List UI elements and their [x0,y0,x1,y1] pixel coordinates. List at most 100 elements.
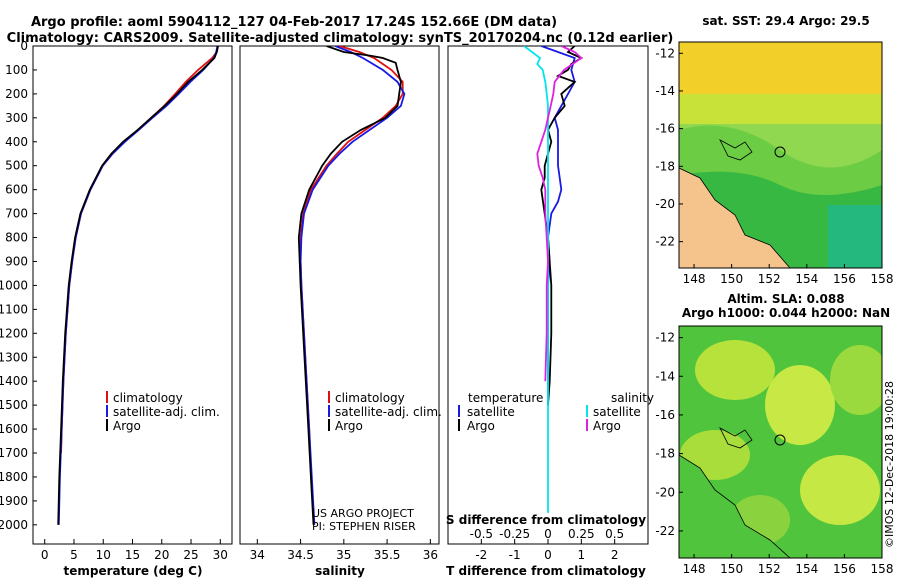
salinity-xtick-label: 36 [423,548,438,562]
sla-coast [679,454,791,558]
pi-annotation: PI: STEPHEN RISER [312,520,416,533]
sst-map-xtick-label: 150 [720,272,743,286]
temperature-series-argo [57,46,219,525]
sst-land-coast [679,167,791,268]
depth-tick-label: 1800 [0,470,28,484]
salinity-lines [297,46,406,525]
depth-tick-label: 1000 [0,278,28,292]
salinity-panel: 34 34.5 35 35.5 36 salinity climatology sate… [239,45,442,578]
s-difference-tick-label: 0.5 [605,527,624,541]
temperature-xtick-label: 25 [183,548,198,562]
difference-xtick-label: -1 [509,548,521,562]
legend-label-t-satellite: satellite [467,405,515,419]
legend-label-climatology: climatology [335,391,405,405]
sla-map-ytick-label: -12 [655,331,675,345]
sst-map-frame [678,41,883,269]
sst-map-field [679,42,882,268]
sla-map-panel: Altim. SLA: 0.088 Argo h1000: 0.044 h200… [655,292,893,576]
difference-series-s-satellite [523,46,549,513]
sst-map-panel: sat. SST: 29.4 Argo: 29.5 148 150 152 154 15… [655,14,893,286]
depth-tick-label: 1900 [0,494,28,508]
temperature-xlabel: temperature (deg C) [64,564,203,578]
temperature-xtick-label: 5 [70,548,78,562]
sla-title-line-2: Argo h1000: 0.044 h2000: NaN [682,306,890,320]
difference-xtick-label: 2 [611,548,619,562]
sla-map-ytick-label: -14 [655,369,675,383]
depth-tick-label: 1500 [0,398,28,412]
salinity-legend: climatology satellite-adj. clim. Argo [328,391,442,433]
sst-map-ytick-label: -22 [655,235,675,249]
legend-label-argo: Argo [113,419,141,433]
salinity-xtick-label: 35 [336,548,351,562]
sst-map-xtick-label: 154 [795,272,818,286]
sst-map-axes: 148 150 152 154 156 158 -12 -14 -16 -18 -20 -22 [655,46,893,286]
sst-map-xtick-label: 148 [683,272,706,286]
sla-title-line-1: Altim. SLA: 0.088 [727,292,844,306]
sla-map-xtick-label: 156 [833,562,856,576]
salinity-xtick-label: 34 [250,548,265,562]
sla-map-field [679,326,882,558]
sla-map-frame [678,325,883,559]
s-difference-tick-label: 0.25 [568,527,595,541]
sla-map-ytick-label: -20 [655,485,675,499]
s-difference-tick-label: -0.5 [470,527,493,541]
temperature-xtick-label: 20 [154,548,169,562]
title-line-1: Argo profile: aoml 5904112_127 04-Feb-20… [31,15,557,30]
legend-label-s-argo: Argo [593,419,621,433]
salinity-xtick-label: 35.5 [374,548,401,562]
legend-label-t-argo: Argo [467,419,495,433]
temperature-lines [57,46,219,525]
depth-tick-label: 0 [20,39,28,53]
legend-label-satellite: satellite-adj. clim. [335,405,442,419]
difference-lines [523,46,584,513]
temperature-xtick-label: 15 [125,548,140,562]
difference-legend: temperature salinity satellite Argo sate… [458,391,654,433]
depth-tick-label: 600 [5,183,28,197]
salinity-series-argo [297,46,402,525]
sst-map-xtick-label: 158 [871,272,894,286]
temperature-legend: climatology satellite-adj. clim. Argo [106,391,220,433]
depth-tick-label: 200 [5,87,28,101]
sla-map-xtick-label: 150 [720,562,743,576]
difference-xtick-label: 0 [544,548,552,562]
s-difference-axis: -0.5 -0.25 0 0.25 0.5 [470,527,625,541]
sla-map-xtick-label: 148 [683,562,706,576]
depth-tick-label: 700 [5,207,28,221]
sla-map-axes: 148 150 152 154 156 158 -12 -14 -16 -18 -20 -22 [655,331,893,576]
s-difference-tick-label: -0.25 [499,527,530,541]
imos-credit: ©IMOS 12-Dec-2018 19:00:28 [883,381,896,548]
sst-map-xtick-label: 152 [758,272,781,286]
legend-label-s-satellite: satellite [593,405,641,419]
depth-tick-label: 1100 [0,302,28,316]
sst-map-ytick-label: -18 [655,159,675,173]
sst-map-ytick-label: -14 [655,84,675,98]
title-line-2: Climatology: CARS2009. Satellite-adjuste… [7,31,674,46]
s-difference-tick-label: 0 [544,527,552,541]
depth-tick-label: 2000 [0,518,28,532]
depth-tick-label: 900 [5,254,28,268]
legend-label-climatology: climatology [113,391,183,405]
sla-map-xtick-label: 158 [871,562,894,576]
temperature-xtick-label: 10 [96,548,111,562]
sst-map-title: sat. SST: 29.4 Argo: 29.5 [702,14,869,28]
legend-temperature-header: temperature [468,391,543,405]
temperature-axes-box [32,45,233,545]
depth-tick-label: 100 [5,63,28,77]
sla-argo-marker [774,434,786,446]
sst-map-ytick-label: -20 [655,197,675,211]
difference-xtick-label: 1 [578,548,586,562]
depth-tick-label: 300 [5,111,28,125]
legend-label-argo: Argo [335,419,363,433]
depth-tick-label: 500 [5,159,28,173]
difference-panel: -2 -1 0 1 2 T difference from climatology S … [446,45,654,578]
depth-tick-label: 1200 [0,326,28,340]
depth-axis: 0 100 200 300 400 500 600 700 800 900 1000 1100 1200… [0,39,37,532]
legend-label-satellite: satellite-adj. clim. [113,405,220,419]
depth-tick-label: 1600 [0,422,28,436]
depth-tick-label: 800 [5,231,28,245]
temperature-xtick-label: 30 [213,548,228,562]
depth-tick-label: 1700 [0,446,28,460]
depth-tick-label: 1400 [0,374,28,388]
temperature-panel: 0100200300400500600700800900100011001200… [0,39,233,578]
